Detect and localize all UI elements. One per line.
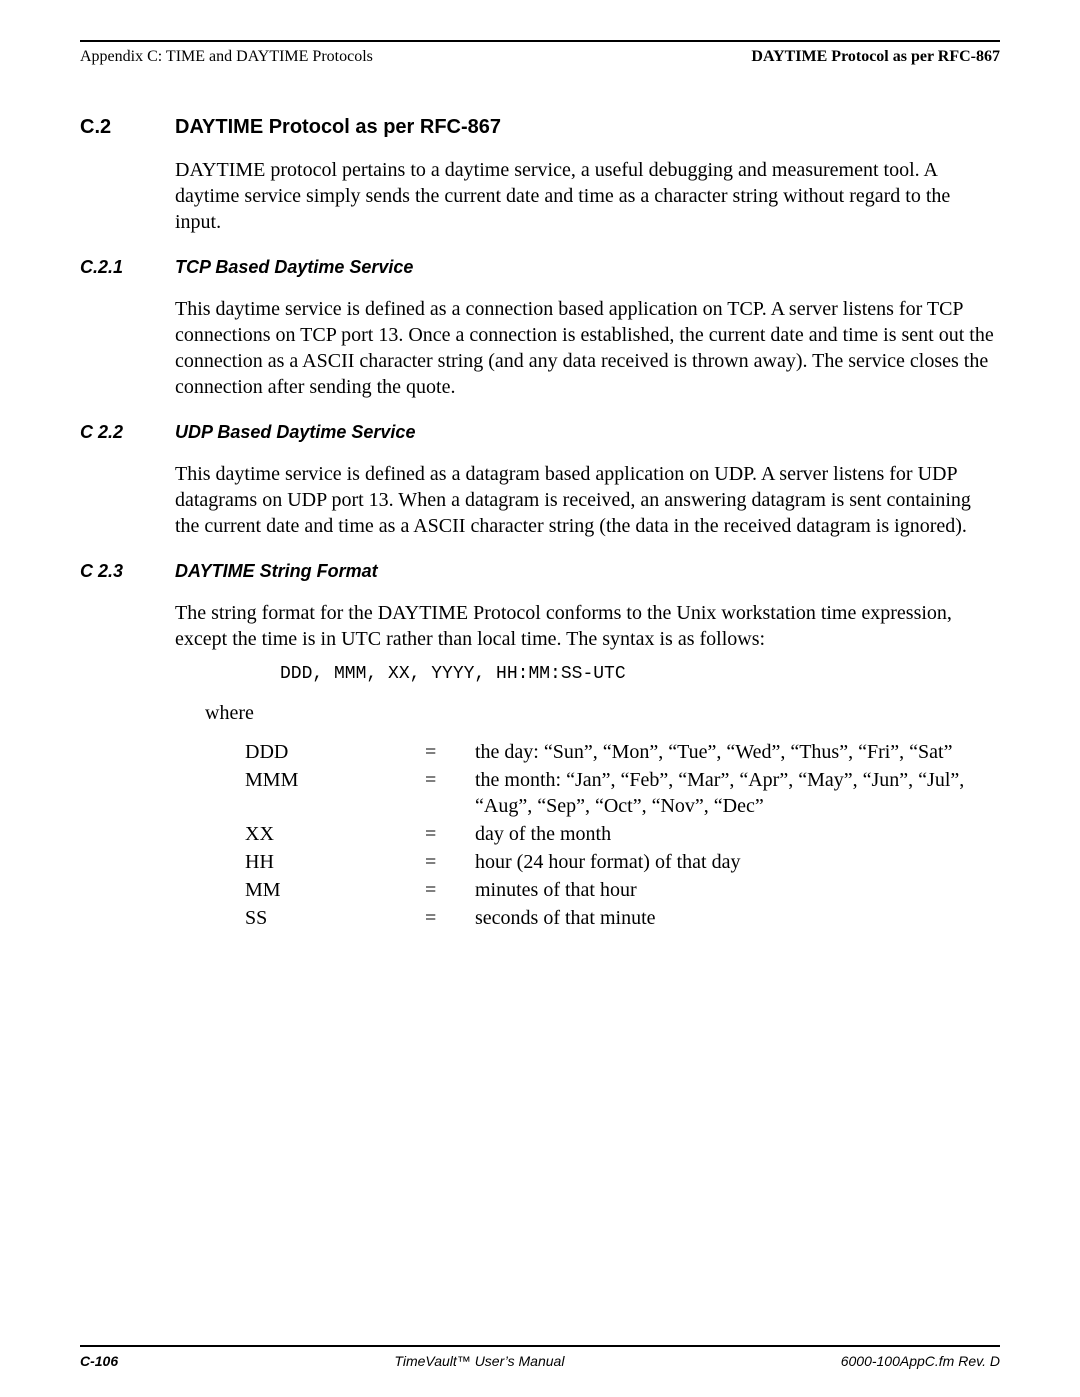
def-row: SS = seconds of that minute bbox=[245, 905, 1000, 931]
bottom-rule bbox=[80, 1345, 1000, 1347]
page-footer: C-106 TimeVault™ User’s Manual 6000-100A… bbox=[80, 1353, 1000, 1369]
def-eq: = bbox=[425, 767, 475, 819]
section-c21-heading: C.2.1 TCP Based Daytime Service bbox=[80, 257, 1000, 278]
header-left: Appendix C: TIME and DAYTIME Protocols bbox=[80, 48, 373, 66]
footer-page-number: C-106 bbox=[80, 1353, 118, 1369]
def-desc: the month: “Jan”, “Feb”, “Mar”, “Apr”, “… bbox=[475, 767, 1000, 819]
where-label: where bbox=[205, 702, 1000, 725]
definition-table: DDD = the day: “Sun”, “Mon”, “Tue”, “Wed… bbox=[245, 739, 1000, 931]
footer-manual-title: TimeVault™ User’s Manual bbox=[394, 1353, 564, 1369]
section-title: DAYTIME Protocol as per RFC-867 bbox=[175, 116, 501, 139]
def-desc: minutes of that hour bbox=[475, 877, 1000, 903]
def-eq: = bbox=[425, 849, 475, 875]
subsection-number: C.2.1 bbox=[80, 257, 175, 278]
syntax-code: DDD, MMM, XX, YYYY, HH:MM:SS-UTC bbox=[280, 664, 1000, 684]
section-c22-body: This daytime service is defined as a dat… bbox=[175, 461, 1000, 539]
section-c23-heading: C 2.3 DAYTIME String Format bbox=[80, 561, 1000, 582]
section-c23-body: The string format for the DAYTIME Protoc… bbox=[175, 600, 1000, 652]
subsection-number: C 2.3 bbox=[80, 561, 175, 582]
page: Appendix C: TIME and DAYTIME Protocols D… bbox=[0, 0, 1080, 1397]
def-eq: = bbox=[425, 821, 475, 847]
def-term: MMM bbox=[245, 767, 425, 819]
def-row: XX = day of the month bbox=[245, 821, 1000, 847]
def-desc: the day: “Sun”, “Mon”, “Tue”, “Wed”, “Th… bbox=[475, 739, 1000, 765]
footer-revision: 6000-100AppC.fm Rev. D bbox=[841, 1353, 1000, 1369]
def-row: HH = hour (24 hour format) of that day bbox=[245, 849, 1000, 875]
def-desc: day of the month bbox=[475, 821, 1000, 847]
subsection-number: C 2.2 bbox=[80, 422, 175, 443]
def-term: MM bbox=[245, 877, 425, 903]
def-row: MMM = the month: “Jan”, “Feb”, “Mar”, “A… bbox=[245, 767, 1000, 819]
def-row: DDD = the day: “Sun”, “Mon”, “Tue”, “Wed… bbox=[245, 739, 1000, 765]
def-term: SS bbox=[245, 905, 425, 931]
section-c21-body: This daytime service is defined as a con… bbox=[175, 296, 1000, 400]
page-header: Appendix C: TIME and DAYTIME Protocols D… bbox=[80, 48, 1000, 66]
header-right: DAYTIME Protocol as per RFC-867 bbox=[751, 48, 1000, 66]
section-c2-heading: C.2 DAYTIME Protocol as per RFC-867 bbox=[80, 116, 1000, 139]
def-desc: seconds of that minute bbox=[475, 905, 1000, 931]
def-eq: = bbox=[425, 739, 475, 765]
subsection-title: TCP Based Daytime Service bbox=[175, 257, 413, 278]
top-rule bbox=[80, 40, 1000, 42]
section-number: C.2 bbox=[80, 116, 175, 139]
section-c22-heading: C 2.2 UDP Based Daytime Service bbox=[80, 422, 1000, 443]
def-term: DDD bbox=[245, 739, 425, 765]
def-term: XX bbox=[245, 821, 425, 847]
def-eq: = bbox=[425, 905, 475, 931]
subsection-title: DAYTIME String Format bbox=[175, 561, 378, 582]
def-term: HH bbox=[245, 849, 425, 875]
def-desc: hour (24 hour format) of that day bbox=[475, 849, 1000, 875]
subsection-title: UDP Based Daytime Service bbox=[175, 422, 415, 443]
section-c2-body: DAYTIME protocol pertains to a daytime s… bbox=[175, 157, 1000, 235]
def-row: MM = minutes of that hour bbox=[245, 877, 1000, 903]
def-eq: = bbox=[425, 877, 475, 903]
